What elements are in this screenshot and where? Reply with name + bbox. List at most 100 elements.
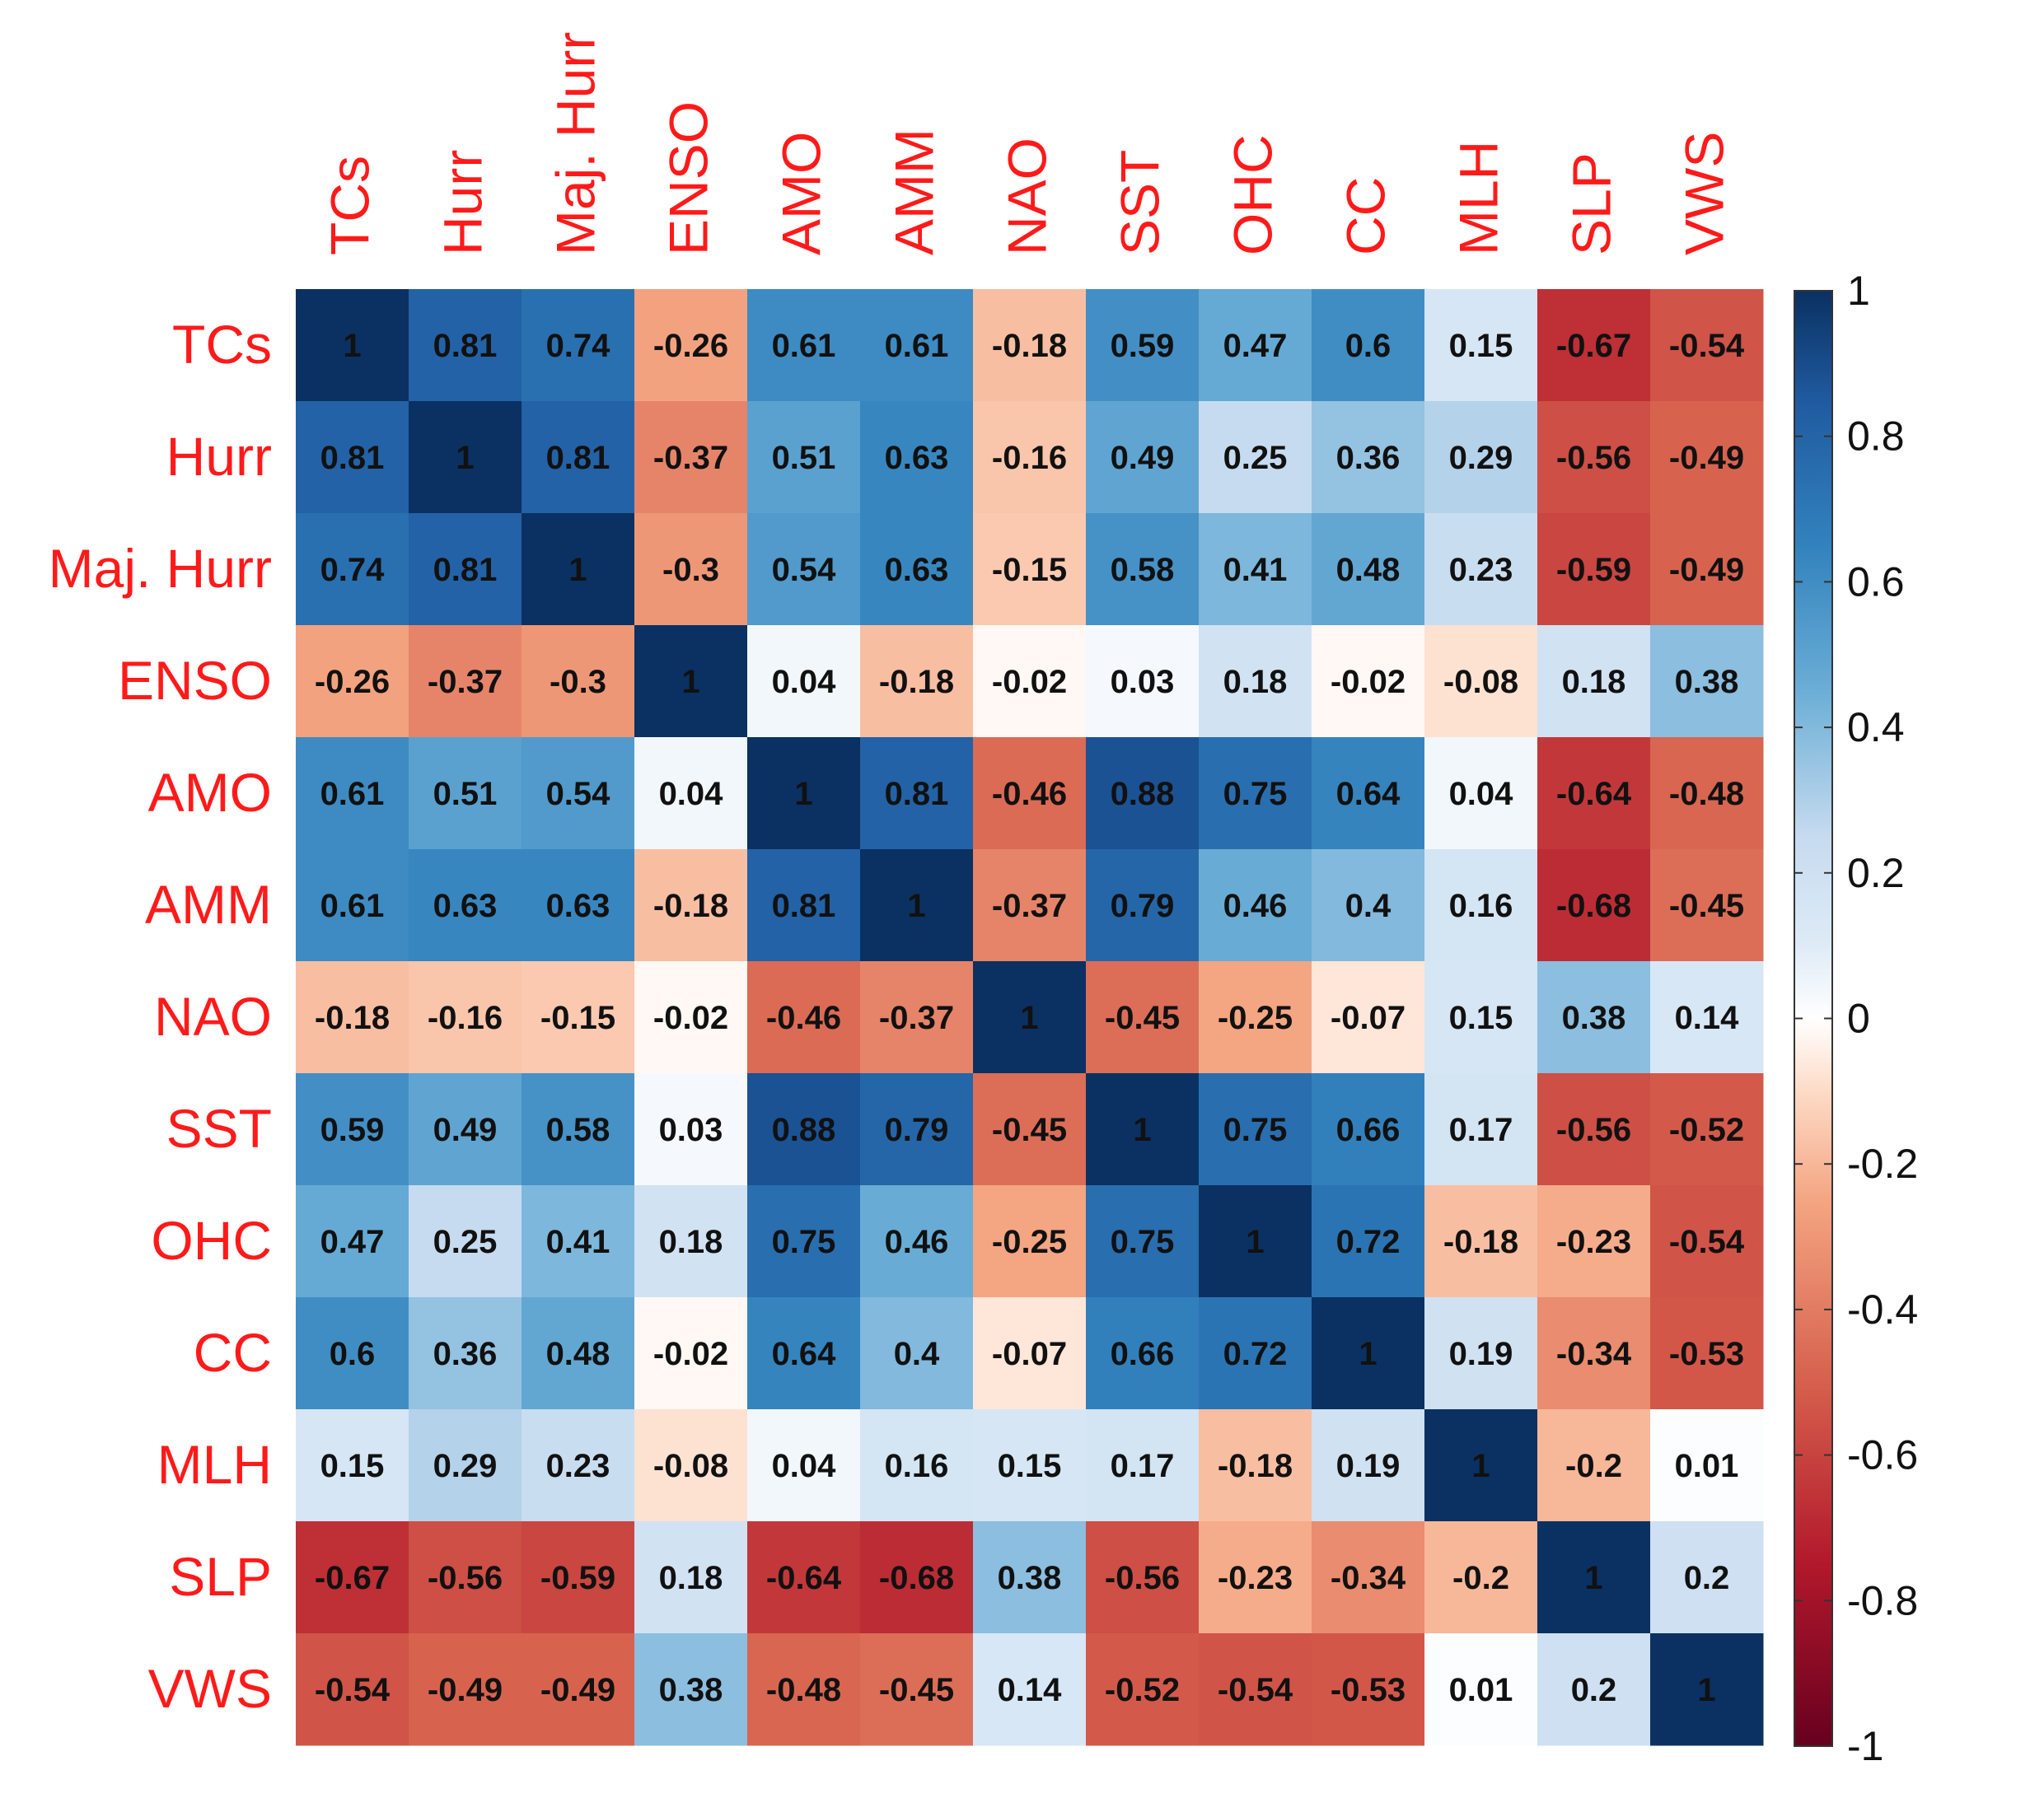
column-label: ENSO bbox=[658, 101, 719, 255]
heatmap-cell bbox=[296, 513, 409, 626]
scale-tick-label: -1 bbox=[1847, 1723, 1883, 1769]
heatmap-cell bbox=[522, 401, 635, 514]
heatmap-cell bbox=[522, 1073, 635, 1186]
heatmap-cell bbox=[522, 1409, 635, 1522]
row-label: SST bbox=[166, 1098, 272, 1159]
cell-value-label: -0.64 bbox=[766, 1560, 842, 1596]
cell-value-label: -0.34 bbox=[1331, 1560, 1406, 1596]
heatmap-cell bbox=[973, 1073, 1087, 1186]
scale-tick-label: 0.6 bbox=[1847, 558, 1905, 605]
heatmap-cell bbox=[1537, 401, 1651, 514]
heatmap-cell bbox=[1424, 1297, 1538, 1410]
heatmap-cell bbox=[1650, 1633, 1764, 1746]
heatmap-cell bbox=[1199, 289, 1312, 402]
heatmap-cell bbox=[1086, 1409, 1200, 1522]
cell-value-label: 0.51 bbox=[772, 440, 836, 476]
heatmap-cell bbox=[1424, 961, 1538, 1074]
heatmap-cell bbox=[522, 849, 635, 962]
cell-value-label: -0.15 bbox=[540, 1000, 615, 1036]
cell-value-label: 0.36 bbox=[1336, 440, 1401, 476]
row-label: MLH bbox=[157, 1434, 272, 1495]
heatmap-cell bbox=[409, 625, 522, 738]
scale-tick-label: -0.2 bbox=[1847, 1141, 1918, 1187]
cell-value-label: 0.03 bbox=[1111, 664, 1175, 700]
cell-value-label: 0.16 bbox=[1449, 888, 1513, 924]
cell-value-label: 0.72 bbox=[1223, 1336, 1288, 1372]
heatmap-cell bbox=[1650, 401, 1764, 514]
cell-value-label: 1 bbox=[456, 440, 474, 476]
heatmap-cell bbox=[1199, 1521, 1312, 1634]
cell-value-label: 0.63 bbox=[885, 440, 949, 476]
heatmap-cell bbox=[522, 1633, 635, 1746]
cell-value-label: 0.18 bbox=[659, 1224, 723, 1260]
cell-value-label: 0.79 bbox=[1111, 888, 1175, 924]
heatmap-cell bbox=[1537, 737, 1651, 850]
cell-value-label: 0.46 bbox=[885, 1224, 949, 1260]
heatmap-cell bbox=[973, 401, 1087, 514]
cell-value-label: 0.46 bbox=[1223, 888, 1288, 924]
cell-value-label: 0.49 bbox=[1111, 440, 1175, 476]
heatmap-cell bbox=[1424, 1633, 1538, 1746]
cell-value-label: 0.54 bbox=[772, 552, 837, 588]
heatmap-cell bbox=[296, 1521, 409, 1634]
heatmap-cell bbox=[1424, 401, 1538, 514]
cell-value-label: 0.29 bbox=[1449, 440, 1513, 476]
cell-value-label: 0.04 bbox=[659, 776, 724, 812]
heatmap-cell bbox=[860, 1521, 974, 1634]
heatmap-cell bbox=[860, 1633, 974, 1746]
cell-value-label: 0.03 bbox=[659, 1112, 723, 1148]
cell-value-label: 0.61 bbox=[885, 328, 949, 364]
cell-value-label: -0.02 bbox=[653, 1336, 728, 1372]
heatmap-cell bbox=[634, 289, 748, 402]
heatmap-cell bbox=[1086, 737, 1200, 850]
heatmap-cell bbox=[1086, 1297, 1200, 1410]
heatmap-cell bbox=[296, 1185, 409, 1298]
heatmap-cell bbox=[1312, 1185, 1425, 1298]
cell-value-label: -0.45 bbox=[992, 1112, 1067, 1148]
row-label: AMO bbox=[148, 762, 272, 823]
cell-value-label: -0.45 bbox=[879, 1672, 954, 1708]
cell-value-label: 1 bbox=[1471, 1448, 1490, 1484]
cell-value-label: -0.26 bbox=[315, 664, 390, 700]
column-label: NAO bbox=[997, 138, 1058, 255]
cell-value-label: 0.64 bbox=[772, 1336, 837, 1372]
heatmap-cell bbox=[1086, 849, 1200, 962]
heatmap-cell bbox=[860, 1185, 974, 1298]
heatmap-cell bbox=[409, 1409, 522, 1522]
cell-value-label: -0.07 bbox=[992, 1336, 1067, 1372]
heatmap-cell bbox=[634, 849, 748, 962]
row-label: Maj. Hurr bbox=[49, 538, 272, 599]
heatmap-cell bbox=[634, 1073, 748, 1186]
heatmap-cell bbox=[634, 1633, 748, 1746]
heatmap-cell bbox=[1537, 849, 1651, 962]
cell-value-label: 0.79 bbox=[885, 1112, 949, 1148]
heatmap-cell bbox=[1199, 401, 1312, 514]
heatmap-cell bbox=[1312, 1409, 1425, 1522]
cell-value-label: 0.72 bbox=[1336, 1224, 1401, 1260]
cell-value-label: 0.61 bbox=[320, 776, 385, 812]
cell-value-label: 0.49 bbox=[433, 1112, 498, 1148]
heatmap-cell bbox=[973, 961, 1087, 1074]
cell-value-label: 0.74 bbox=[320, 552, 386, 588]
heatmap-cell bbox=[409, 401, 522, 514]
heatmap-cell bbox=[409, 1633, 522, 1746]
cell-value-label: 0.04 bbox=[772, 1448, 837, 1484]
cell-value-label: 0.81 bbox=[433, 328, 498, 364]
cell-value-label: -0.18 bbox=[1443, 1224, 1518, 1260]
scale-tick-label: -0.8 bbox=[1847, 1577, 1918, 1623]
heatmap-cell bbox=[1424, 849, 1538, 962]
heatmap-cell bbox=[747, 1409, 861, 1522]
cell-value-label: -0.49 bbox=[1669, 440, 1744, 476]
heatmap-cell bbox=[409, 961, 522, 1074]
column-label: Hurr bbox=[433, 150, 493, 255]
cell-value-label: 0.15 bbox=[998, 1448, 1062, 1484]
row-label: CC bbox=[194, 1322, 272, 1383]
cell-value-label: 1 bbox=[681, 664, 699, 700]
heatmap-cell bbox=[1086, 401, 1200, 514]
heatmap-cell bbox=[522, 737, 635, 850]
cell-value-label: 0.23 bbox=[1449, 552, 1513, 588]
cell-value-label: 0.88 bbox=[1111, 776, 1175, 812]
heatmap-cell bbox=[860, 961, 974, 1074]
cell-value-label: -0.45 bbox=[1669, 888, 1744, 924]
